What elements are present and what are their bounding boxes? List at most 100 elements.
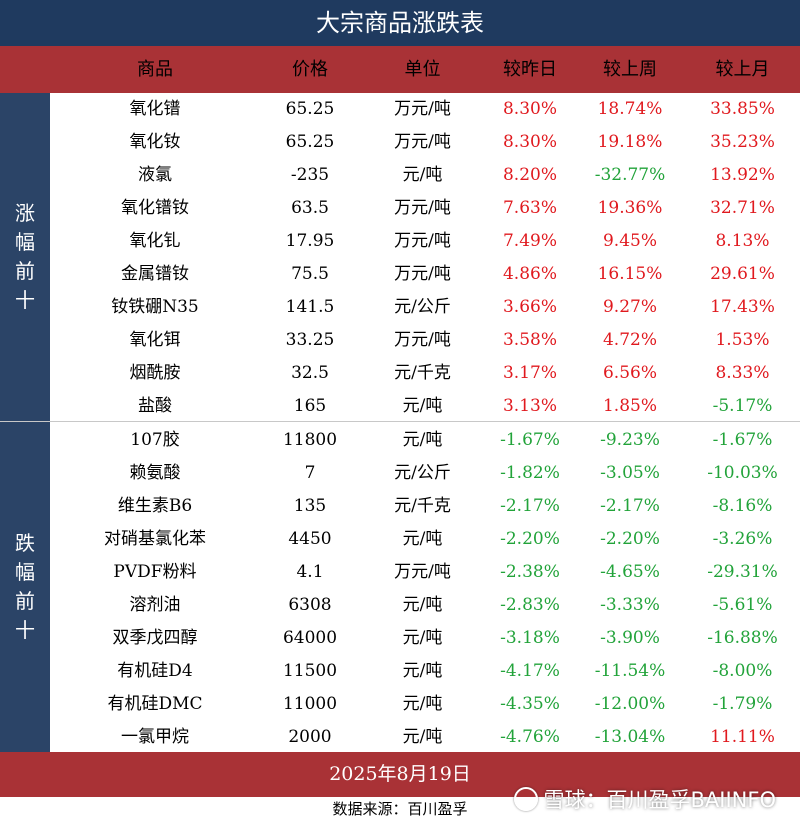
cell-week: -2.20%: [600, 529, 660, 549]
header-week-change: 较上周: [603, 59, 657, 80]
cell-price: 32.5: [291, 363, 329, 383]
cell-unit: 元/吨: [402, 727, 443, 747]
header-day-change: 较昨日: [503, 59, 557, 80]
cell-month: -8.00%: [712, 661, 773, 681]
table-row: 钕铁硼N35 141.5 元/公斤 3.66% 9.27% 17.43%: [0, 291, 800, 324]
commodity-rows: 氧化镨 65.25 万元/吨 8.30% 18.74% 33.85% 氧化钕 65.25 万元/…: [0, 93, 800, 753]
cell-day: 3.13%: [502, 396, 557, 416]
table-row: 氧化钕 65.25 万元/吨 8.30% 19.18% 35.23%: [0, 126, 800, 159]
table-row: 氧化镨钕 63.5 万元/吨 7.63% 19.36% 32.71%: [0, 192, 800, 225]
cell-price: 65.25: [285, 99, 335, 119]
cell-month: 33.85%: [710, 99, 775, 119]
cell-price: 2000: [288, 727, 332, 747]
cell-price: -235: [290, 165, 330, 185]
cell-day: 8.20%: [502, 165, 557, 185]
table-row: 液氯 -235 元/吨 8.20% -32.77% 13.92%: [0, 159, 800, 192]
cell-month: 11.11%: [710, 727, 775, 747]
table-row: 双季戊四醇 64000 元/吨 -3.18% -3.90% -16.88%: [0, 622, 800, 655]
table-row: 赖氨酸 7 元/公斤 -1.82% -3.05% -10.03%: [0, 457, 800, 490]
cell-day: -4.35%: [500, 694, 560, 714]
cell-price: 64000: [282, 628, 338, 648]
cell-price: 11000: [282, 694, 338, 714]
watermark-text: 雪球：百川盈孚BAIINFO: [543, 788, 776, 812]
cell-day: -2.38%: [500, 562, 560, 582]
table-row: 维生素B6 135 元/千克 -2.17% -2.17% -8.16%: [0, 490, 800, 523]
cell-unit: 元/吨: [402, 430, 443, 450]
cell-month: -1.67%: [712, 430, 773, 450]
header-name: 商品: [137, 59, 173, 80]
cell-name: 氧化钕: [129, 132, 181, 152]
cell-week: -4.65%: [600, 562, 660, 582]
cell-price: 11500: [282, 661, 338, 681]
cell-month: -5.17%: [712, 396, 773, 416]
cell-unit: 元/吨: [402, 165, 443, 185]
cell-month: 32.71%: [710, 198, 775, 218]
cell-day: 8.30%: [502, 132, 557, 152]
cell-name: 107胶: [130, 430, 180, 450]
cell-week: -13.04%: [594, 727, 666, 747]
cell-week: -9.23%: [600, 430, 660, 450]
cell-unit: 万元/吨: [394, 264, 451, 284]
cell-day: 4.86%: [502, 264, 557, 284]
cell-month: 35.23%: [710, 132, 775, 152]
table-title: 大宗商品涨跌表: [0, 0, 800, 46]
cell-name: 液氯: [138, 165, 172, 185]
cell-week: -3.05%: [600, 463, 660, 483]
cell-name: 维生素B6: [117, 496, 193, 516]
cell-name: 氧化铒: [129, 330, 181, 350]
cell-name: 赖氨酸: [129, 463, 181, 483]
cell-unit: 元/千克: [394, 496, 451, 516]
cell-day: -2.20%: [500, 529, 560, 549]
header-month-change: 较上月: [715, 59, 770, 80]
cell-name: 溶剂油: [129, 595, 181, 615]
cell-price: 75.5: [291, 264, 329, 284]
cell-price: 65.25: [285, 132, 335, 152]
cell-day: 3.58%: [502, 330, 557, 350]
cell-day: -3.18%: [500, 628, 560, 648]
cell-price: 135: [293, 496, 327, 516]
cell-week: 9.27%: [602, 297, 657, 317]
table-row: 氧化镨 65.25 万元/吨 8.30% 18.74% 33.85%: [0, 93, 800, 126]
cell-unit: 元/吨: [402, 628, 443, 648]
data-source: 数据来源：百川盈孚: [0, 797, 800, 821]
cell-name: 金属镨钕: [121, 264, 189, 284]
group-label-top-losers-text: 跌幅前十: [15, 531, 35, 642]
cell-unit: 万元/吨: [394, 231, 451, 251]
cell-day: -2.83%: [500, 595, 560, 615]
cell-unit: 万元/吨: [394, 330, 451, 350]
cell-month: 1.53%: [715, 330, 770, 350]
cell-week: -3.33%: [600, 595, 660, 615]
cell-price: 4.1: [296, 562, 324, 582]
table-row: 烟酰胺 32.5 元/千克 3.17% 6.56% 8.33%: [0, 357, 800, 390]
cell-day: 3.17%: [502, 363, 557, 383]
group-label-top-gainers: 涨幅前十: [0, 93, 50, 421]
cell-price: 11800: [282, 430, 338, 450]
table-row: 金属镨钕 75.5 万元/吨 4.86% 16.15% 29.61%: [0, 258, 800, 291]
cell-month: -29.31%: [707, 562, 778, 582]
cell-price: 33.25: [285, 330, 335, 350]
cell-week: -2.17%: [600, 496, 660, 516]
cell-name: 对硝基氯化苯: [104, 529, 206, 549]
cell-month: -16.88%: [707, 628, 778, 648]
cell-unit: 万元/吨: [394, 132, 451, 152]
cell-name: 氧化镨钕: [121, 198, 189, 218]
cell-month: -5.61%: [712, 595, 773, 615]
cell-month: 29.61%: [710, 264, 775, 284]
table-row: PVDF粉料 4.1 万元/吨 -2.38% -4.65% -29.31%: [0, 556, 800, 589]
cell-name: 盐酸: [138, 396, 172, 416]
table-row: 107胶 11800 元/吨 -1.67% -9.23% -1.67%: [0, 424, 800, 457]
table-row: 有机硅DMC 11000 元/吨 -4.35% -12.00% -1.79%: [0, 688, 800, 721]
cell-unit: 元/吨: [402, 595, 443, 615]
watermark: 雪球：百川盈孚BAIINFO: [513, 784, 776, 814]
table-row: 一氯甲烷 2000 元/吨 -4.76% -13.04% 11.11%: [0, 721, 800, 754]
cell-day: -2.17%: [500, 496, 560, 516]
cell-month: -1.79%: [712, 694, 773, 714]
cell-week: 16.15%: [597, 264, 663, 284]
table-row: 氧化钆 17.95 万元/吨 7.49% 9.45% 8.13%: [0, 225, 800, 258]
snowball-logo-icon: [513, 787, 538, 811]
cell-price: 4450: [288, 529, 332, 549]
cell-name: 一氯甲烷: [121, 727, 189, 747]
cell-price: 63.5: [291, 198, 329, 218]
cell-week: 4.72%: [602, 330, 657, 350]
